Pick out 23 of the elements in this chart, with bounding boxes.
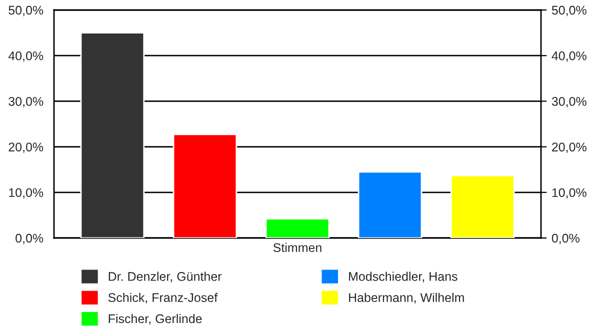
legend-label: Fischer, Gerlinde — [108, 314, 202, 325]
bar — [265, 218, 330, 238]
bar — [172, 134, 238, 238]
y-tick-label: 0,0% — [16, 234, 44, 244]
legend-label: Modschiedler, Hans — [349, 272, 458, 282]
x-tick-label: Stimmen — [273, 242, 322, 252]
legend-label: Dr. Denzler, Günther — [108, 272, 222, 282]
text: 40,0% — [552, 51, 586, 62]
text: 30,0% — [552, 97, 586, 108]
y-tick-label: 50,0% — [8, 6, 44, 16]
text: 0,0% — [552, 234, 580, 244]
legend-label: Schick, Franz-Josef — [108, 292, 218, 304]
text: 50,0% — [552, 6, 586, 16]
text: 20,0% — [552, 142, 586, 153]
legend-label: Habermann, Wilhelm — [349, 292, 464, 304]
bar — [358, 171, 422, 238]
y-tick-label: 20,0% — [8, 142, 44, 153]
bar — [450, 174, 515, 238]
bar — [80, 32, 145, 238]
y-tick-label: 40,0% — [8, 51, 44, 62]
text: 10,0% — [552, 188, 586, 199]
y-tick-label: 10,0% — [9, 188, 44, 199]
y-tick-label: 30,0% — [8, 97, 44, 108]
